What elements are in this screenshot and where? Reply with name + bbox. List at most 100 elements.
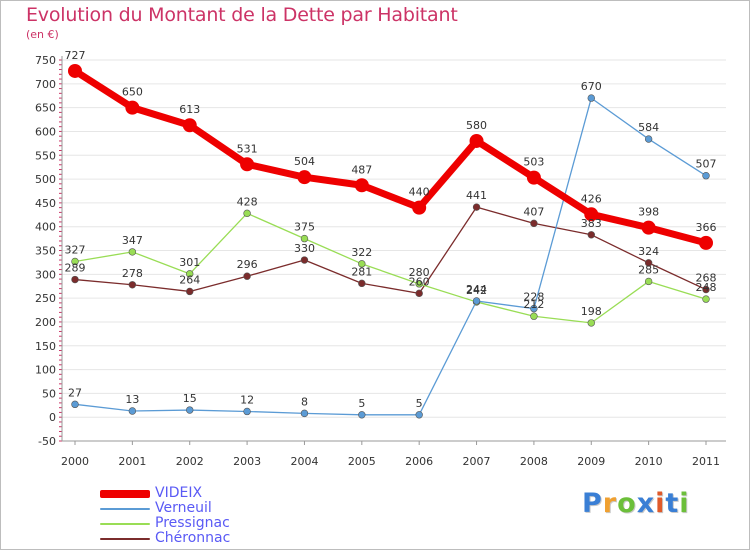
data-label: 670 — [581, 80, 602, 93]
data-label: 504 — [294, 155, 315, 168]
data-point — [587, 319, 595, 327]
series-line — [71, 67, 710, 247]
data-point — [186, 406, 194, 414]
data-point — [644, 277, 653, 286]
data-point — [125, 100, 140, 115]
x-tick-label: 2006 — [405, 455, 433, 468]
data-label: 212 — [523, 298, 544, 311]
data-point — [128, 281, 137, 289]
data-label: 650 — [122, 86, 143, 99]
logo-letter: o — [617, 488, 637, 519]
data-point — [243, 407, 251, 416]
data-label: 228 — [523, 291, 544, 304]
data-point — [240, 157, 255, 172]
data-label: 366 — [696, 221, 717, 234]
data-label: 296 — [237, 258, 258, 271]
data-label: 324 — [638, 245, 659, 258]
data-point — [412, 200, 427, 215]
y-tick-label: 50 — [42, 387, 56, 400]
y-tick-label: 350 — [35, 245, 56, 258]
data-label: 27 — [68, 386, 82, 399]
y-tick-label: 550 — [35, 149, 56, 162]
x-tick-label: 2004 — [290, 455, 318, 468]
x-axis-ticks: 2000 2001 2002 2003 2004 2005 2006 2007 2008 2009… — [61, 455, 720, 468]
data-point — [702, 172, 710, 180]
data-point — [472, 203, 481, 211]
series-verneuil — [71, 94, 710, 419]
data-label: 428 — [237, 195, 258, 208]
data-label: 407 — [523, 205, 544, 218]
logo-letter: t — [665, 488, 680, 519]
y-tick-label: 400 — [35, 221, 56, 234]
y-tick-label: 200 — [35, 316, 56, 329]
x-tick-label: 2010 — [635, 455, 663, 468]
data-point — [644, 259, 653, 267]
data-label: 244 — [466, 283, 487, 296]
legend-swatch — [100, 508, 150, 510]
y-tick-label: 600 — [35, 125, 56, 138]
data-point — [358, 279, 366, 288]
data-label: 281 — [351, 265, 372, 278]
series-chronnac — [71, 203, 710, 298]
data-point — [297, 170, 312, 185]
data-point — [71, 257, 79, 266]
data-label: 426 — [581, 192, 602, 205]
data-point — [300, 409, 309, 418]
logo-letter: P — [582, 488, 603, 519]
x-tick-label: 2000 — [61, 455, 89, 468]
y-tick-label: 750 — [35, 54, 56, 67]
y-tick-label: 300 — [35, 268, 56, 281]
data-point — [584, 207, 599, 222]
data-point — [469, 133, 484, 148]
data-point — [415, 280, 423, 288]
data-point — [186, 287, 194, 296]
data-label: 531 — [237, 142, 258, 155]
x-tick-label: 2011 — [692, 455, 720, 468]
series-line — [74, 212, 707, 324]
data-label: 440 — [409, 186, 430, 199]
data-point — [300, 256, 309, 264]
legend-label: Chéronnac — [155, 530, 231, 546]
y-tick-label: 150 — [35, 340, 56, 353]
data-point — [530, 304, 538, 313]
data-label: 15 — [183, 392, 197, 405]
legend-item: VIDEIX — [100, 485, 320, 501]
series-line — [74, 206, 707, 295]
data-point — [587, 94, 595, 102]
y-tick-label: -50 — [38, 435, 56, 448]
x-tick-label: 2001 — [118, 455, 146, 468]
y-tick-label: 700 — [35, 78, 56, 91]
data-point — [587, 231, 595, 239]
axes — [59, 56, 726, 445]
legend-swatch — [100, 490, 150, 498]
data-point — [243, 272, 251, 280]
logo-letter: x — [636, 488, 656, 519]
y-tick-label: 650 — [35, 102, 56, 115]
x-tick-label: 2003 — [233, 455, 261, 468]
data-point — [300, 234, 309, 243]
legend-label: Verneuil — [155, 500, 212, 516]
data-point — [71, 400, 79, 409]
data-label: 198 — [581, 305, 602, 318]
data-point — [128, 407, 137, 415]
y-tick-label: 450 — [35, 197, 56, 210]
series-pressignac — [71, 209, 710, 327]
data-point — [644, 135, 653, 143]
legend-item: Verneuil — [100, 500, 320, 516]
data-point — [186, 270, 194, 278]
data-label: 347 — [122, 234, 143, 247]
data-point — [415, 411, 423, 419]
data-labels: 727 650 613 531 504 487 440 580 503 426 398 366 27 13… — [65, 49, 717, 410]
data-label: 727 — [65, 49, 86, 62]
data-label: 268 — [696, 272, 717, 285]
legend-item: Chéronnac — [100, 530, 320, 546]
data-label: 327 — [65, 243, 86, 256]
data-label: 12 — [240, 393, 254, 406]
y-tick-label: 100 — [35, 364, 56, 377]
logo-letter: i — [655, 488, 666, 519]
data-label: 280 — [409, 266, 430, 279]
data-point — [354, 178, 369, 193]
data-point — [182, 118, 197, 133]
legend-swatch — [100, 538, 150, 540]
